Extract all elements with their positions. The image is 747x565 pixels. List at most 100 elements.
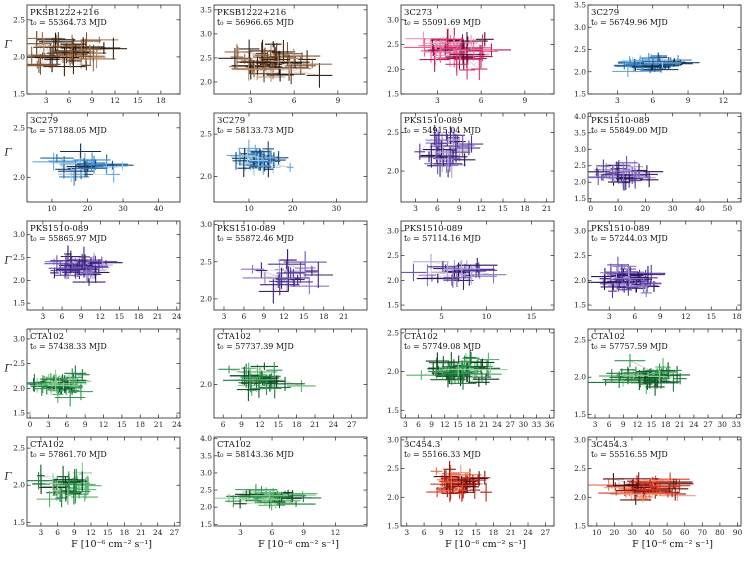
data-point [608,284,617,299]
source-name: CTA102 [591,332,625,342]
x-tick-label: 24 [492,420,502,429]
x-tick-label: 36 [545,420,555,429]
y-tick-label: 1.5 [574,301,586,310]
y-tick-label: 2.5 [387,40,399,49]
data-point [27,46,40,64]
x-tick-label: 27 [170,528,180,537]
data-point [41,376,70,391]
x-tick-label: 10 [592,528,602,537]
panel-19: 3 6 9 12 15 18 21 24 27 1.5 2.0 2.5 3.0 3C454.3t₀ = 5… [387,435,555,550]
data-point [267,375,286,388]
x-tick-label: 18 [134,312,144,321]
data-point [52,386,64,403]
x-tick-label: 40 [695,204,705,213]
data-point [621,173,630,190]
data-point [77,471,87,491]
data-point [596,159,611,173]
data-point [443,274,461,286]
y-tick-label: 2.0 [200,172,212,181]
y-axis-label: Γ [4,364,13,375]
x-tick-label: 30 [118,204,128,213]
x-tick-label: 27 [506,420,516,429]
data-point [446,265,463,278]
data-point [50,255,82,267]
data-point [401,263,427,282]
data-point [38,32,73,51]
source-name: 3C279 [30,116,58,126]
data-point [29,52,60,61]
data-point [630,265,665,284]
y-tick-label: 2.0 [200,77,212,86]
data-point [229,366,259,386]
data-point [27,373,46,392]
y-tick-label: 2.5 [13,123,25,132]
x-tick-label: 18 [489,528,499,537]
data-layer [588,256,666,299]
y-tick-label: 2.0 [13,481,25,490]
x-tick-label: 90 [733,528,743,537]
x-tick-label: 15 [273,420,283,429]
data-point [459,60,476,80]
data-point [473,359,489,374]
data-point [438,365,465,385]
y-tick-label: 2.0 [387,167,399,176]
data-point [60,250,82,263]
source-name: 3C279 [217,116,245,126]
data-point [27,53,61,75]
data-point [467,377,490,387]
data-point [614,353,646,368]
y-tick-label: 2.0 [13,276,25,285]
plot-frame [26,4,181,95]
plot-frame [213,436,368,527]
data-point [648,370,672,383]
data-point [218,365,240,374]
data-point [614,162,632,180]
x-tick-label: 21 [136,528,146,537]
source-name: PKSB1222+216 [30,8,99,18]
y-tick-label: 2.0 [13,173,25,182]
data-point [50,157,73,168]
data-point [246,144,264,158]
data-point [56,465,70,488]
y-tick-label: 4.0 [200,434,212,443]
y-axis-label: Γ [4,40,13,51]
data-point [440,470,449,487]
t0-label: t₀ = 57749.08 MJD [404,342,481,351]
data-point [418,264,437,287]
x-tick-label: 18 [520,204,530,213]
t0-label: t₀ = 57737.39 MJD [217,342,294,351]
t0-label: t₀ = 57757.59 MJD [591,342,668,351]
y-tick-label: 3.0 [13,230,25,239]
data-point [588,274,622,291]
y-tick-label: 2.0 [200,294,212,303]
data-point [654,478,694,489]
data-point [443,460,456,478]
data-point [107,166,121,183]
y-tick-label: 3.0 [574,145,586,154]
data-point [40,153,74,163]
x-tick-label: 18 [466,420,476,429]
x-tick-label: 40 [154,204,164,213]
x-tick-label: 3 [46,420,51,429]
x-tick-label: 9 [621,420,626,429]
plot-frame [400,328,555,419]
data-point [303,261,333,289]
data-point [618,279,639,296]
x-tick-label: 6 [270,528,275,537]
source-name: CTA102 [217,332,251,342]
y-tick-label: 2.5 [13,444,25,453]
data-point [430,29,465,51]
data-point [60,143,102,160]
data-point [442,362,475,377]
x-tick-label: 9 [457,204,462,213]
data-point [256,157,270,175]
data-point [623,366,648,379]
x-tick-label: 6 [55,528,60,537]
y-tick-label: 2.0 [387,367,399,376]
data-point [429,125,440,146]
data-point [255,262,268,279]
y-tick-label: 2.5 [200,53,212,62]
data-point [480,265,507,284]
data-point [40,376,68,382]
data-point [99,37,128,60]
